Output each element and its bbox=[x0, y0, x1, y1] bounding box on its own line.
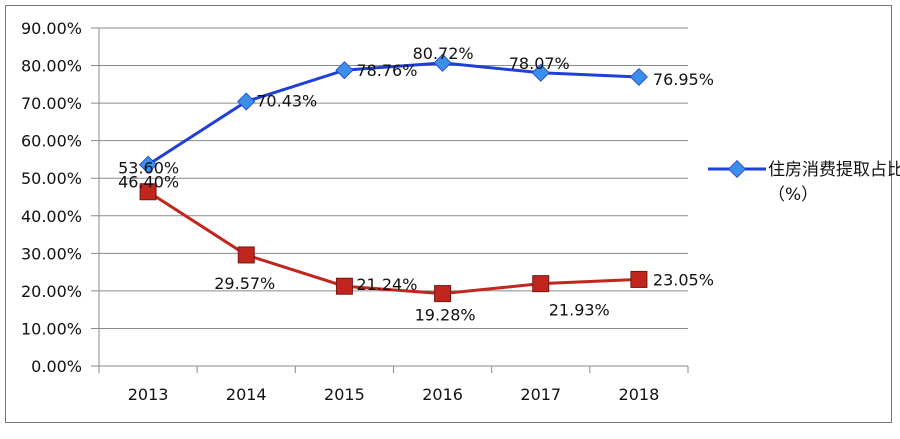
legend-label: 住房消费提取占比（%） bbox=[768, 160, 900, 205]
data-point-square bbox=[532, 275, 550, 293]
chart-frame bbox=[5, 5, 892, 423]
data-label: 19.28% bbox=[415, 306, 476, 325]
data-point-diamond bbox=[237, 92, 256, 111]
legend-marker-icon bbox=[708, 159, 766, 179]
y-tick-label: 40.00% bbox=[21, 207, 82, 226]
series-line-1 bbox=[147, 61, 639, 166]
data-label: 21.93% bbox=[549, 301, 610, 320]
data-point-square bbox=[434, 285, 452, 303]
data-point-diamond bbox=[531, 63, 550, 82]
x-tick-label: 2015 bbox=[324, 385, 365, 404]
y-tick-label: 90.00% bbox=[21, 19, 82, 38]
data-point-diamond bbox=[433, 53, 452, 72]
x-tick-label: 2018 bbox=[619, 385, 660, 404]
data-point-diamond bbox=[139, 155, 158, 174]
y-tick-label: 80.00% bbox=[21, 57, 82, 76]
x-tick-label: 2016 bbox=[422, 385, 463, 404]
y-tick-label: 30.00% bbox=[21, 244, 82, 263]
y-tick-label: 60.00% bbox=[21, 132, 82, 151]
x-tick-label: 2014 bbox=[226, 385, 267, 404]
legend: 住房消费提取占比（%） bbox=[706, 158, 900, 208]
data-label: 53.60% bbox=[118, 159, 179, 178]
x-tick-label: 2017 bbox=[520, 385, 561, 404]
data-label: 70.43% bbox=[256, 91, 317, 110]
y-tick-label: 20.00% bbox=[21, 282, 82, 301]
data-label: 78.07% bbox=[509, 54, 570, 73]
data-point-square bbox=[237, 246, 255, 264]
data-label: 76.95% bbox=[653, 70, 714, 89]
data-point-diamond bbox=[629, 67, 648, 87]
y-tick-label: 50.00% bbox=[21, 169, 82, 188]
data-point-diamond bbox=[335, 61, 354, 80]
data-label: 21.24% bbox=[356, 275, 417, 294]
y-tick-label: 0.00% bbox=[31, 357, 82, 376]
series-line-2 bbox=[147, 190, 639, 296]
data-label: 23.05% bbox=[653, 270, 714, 289]
data-point-square bbox=[139, 183, 157, 201]
data-point-square bbox=[630, 270, 648, 288]
y-tick-label: 70.00% bbox=[21, 94, 82, 113]
y-tick-label: 10.00% bbox=[21, 319, 82, 338]
x-tick-label: 2013 bbox=[128, 385, 169, 404]
data-label: 29.57% bbox=[214, 274, 275, 293]
data-label: 78.76% bbox=[356, 61, 417, 80]
data-point-square bbox=[335, 277, 353, 295]
data-label: 46.40% bbox=[118, 173, 179, 192]
data-label: 80.72% bbox=[413, 44, 474, 63]
